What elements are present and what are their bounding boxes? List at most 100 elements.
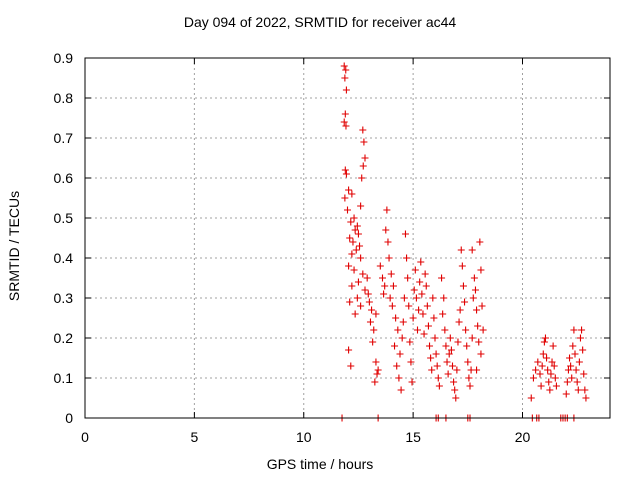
data-point — [477, 266, 485, 274]
data-point — [369, 338, 377, 346]
data-point — [548, 358, 556, 366]
data-point — [386, 294, 394, 302]
data-point — [579, 346, 587, 354]
data-point — [417, 258, 425, 266]
x-tick-label: 10 — [296, 429, 312, 445]
data-point — [441, 326, 449, 334]
data-point — [404, 274, 412, 282]
data-point — [340, 62, 348, 70]
data-point — [359, 162, 367, 170]
data-point — [345, 346, 353, 354]
data-point — [358, 174, 366, 182]
data-point — [418, 290, 426, 298]
data-point — [380, 290, 388, 298]
y-tick-label: 0.6 — [54, 170, 74, 186]
axis-ticks: 0 0.1 0.2 0.3 0.4 0.5 0.6 0.7 0.8 0.9 0 5 10 15 20 — [54, 50, 610, 445]
data-point — [471, 286, 479, 294]
data-point — [346, 234, 354, 242]
data-point — [570, 326, 578, 334]
data-point — [351, 310, 359, 318]
data-point — [464, 358, 472, 366]
data-point — [374, 366, 382, 374]
data-point — [352, 246, 360, 254]
data-point — [541, 334, 549, 342]
data-point — [405, 302, 413, 310]
data-point — [354, 278, 362, 286]
data-point — [475, 338, 483, 346]
data-point — [543, 354, 551, 362]
data-point — [550, 362, 558, 370]
y-tick-label: 0.8 — [54, 90, 74, 106]
data-point — [435, 382, 443, 390]
data-point — [399, 318, 407, 326]
data-point — [454, 338, 462, 346]
data-point — [571, 350, 579, 358]
data-point — [568, 374, 576, 382]
data-point — [410, 286, 418, 294]
data-point — [569, 342, 577, 350]
data-point — [538, 362, 546, 370]
data-point — [348, 282, 356, 290]
data-point — [419, 310, 427, 318]
data-point — [342, 122, 350, 130]
data-point — [389, 282, 397, 290]
data-point — [341, 194, 349, 202]
chart-title: Day 094 of 2022, SRMTID for receiver ac4… — [183, 14, 457, 30]
data-point — [478, 302, 486, 310]
data-point — [470, 274, 478, 282]
data-point — [574, 386, 582, 394]
data-point — [395, 374, 403, 382]
data-point — [346, 298, 354, 306]
data-point — [552, 382, 560, 390]
data-point — [447, 346, 455, 354]
plot-area — [84, 57, 611, 419]
data-point — [396, 350, 404, 358]
data-point — [421, 270, 429, 278]
data-point — [527, 394, 535, 402]
data-point — [428, 366, 436, 374]
data-point — [576, 334, 584, 342]
data-point — [429, 294, 437, 302]
data-point — [443, 358, 451, 366]
data-point — [407, 358, 415, 366]
data-point — [350, 266, 358, 274]
x-tick-label: 15 — [405, 429, 421, 445]
data-point — [415, 306, 423, 314]
data-point — [376, 262, 384, 270]
data-point — [545, 378, 553, 386]
data-point — [350, 214, 358, 222]
data-point — [562, 390, 570, 398]
data-point — [345, 186, 353, 194]
data-point — [348, 190, 356, 198]
y-tick-label: 0.3 — [54, 290, 74, 306]
data-point — [532, 366, 540, 374]
data-point — [581, 386, 589, 394]
data-point — [537, 382, 545, 390]
data-point — [366, 318, 374, 326]
data-point — [426, 342, 434, 350]
data-point — [432, 350, 440, 358]
data-point — [347, 362, 355, 370]
data-point — [371, 378, 379, 386]
data-point — [353, 222, 361, 230]
data-point — [477, 350, 485, 358]
data-point — [372, 358, 380, 366]
data-point — [342, 66, 350, 74]
data-point — [573, 378, 581, 386]
data-point — [397, 386, 405, 394]
data-point — [345, 262, 353, 270]
data-point — [476, 238, 484, 246]
data-point — [452, 394, 460, 402]
data-point — [384, 238, 392, 246]
data-point — [544, 366, 552, 374]
data-point — [357, 202, 365, 210]
data-point — [473, 306, 481, 314]
data-point — [457, 246, 465, 254]
data-point — [349, 238, 357, 246]
grid-lines — [85, 58, 610, 418]
data-point — [357, 254, 365, 262]
data-point — [455, 318, 463, 326]
data-point — [361, 154, 369, 162]
data-point — [566, 354, 574, 362]
